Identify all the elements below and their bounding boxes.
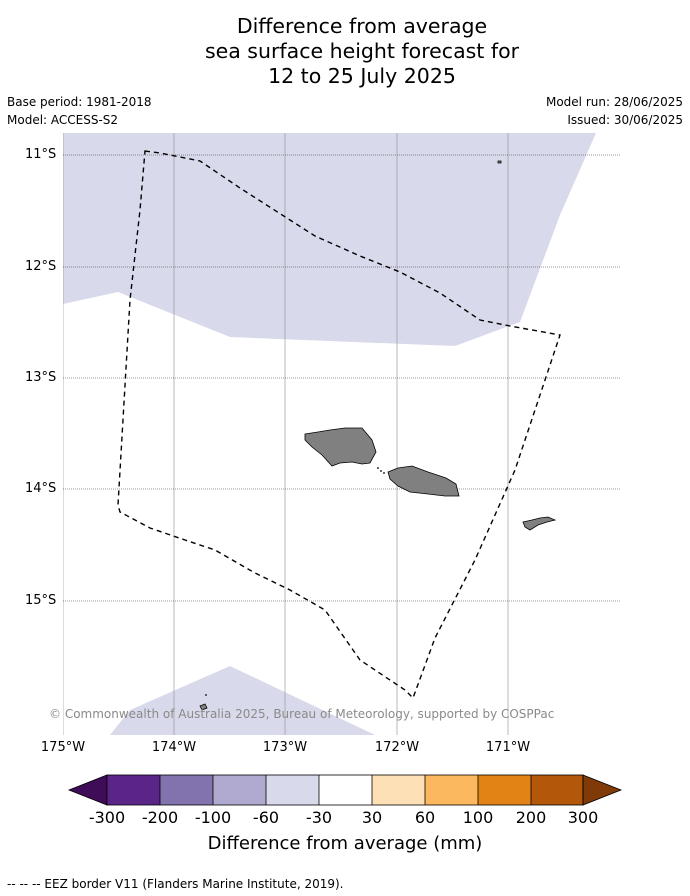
- issued-text: Issued: 30/06/2025: [567, 113, 683, 127]
- savaii-island: [304, 427, 377, 467]
- model-text: Model: ACCESS-S2: [7, 113, 119, 127]
- title-line-3: 12 to 25 July 2025: [268, 64, 456, 88]
- base-period-text: Base period: 1981-2018: [7, 95, 152, 109]
- colorbar-tick-1: -300: [88, 808, 126, 827]
- colorbar-tick-7: 60: [414, 808, 436, 827]
- lat-label-12s: 12°S: [25, 259, 57, 274]
- colorbar-swatch-3: [266, 775, 319, 805]
- colorbar-tick-5: -30: [305, 808, 333, 827]
- tutuila-island: [522, 516, 557, 531]
- colorbar-tick-2: -200: [141, 808, 179, 827]
- colorbar-tick-10: 300: [567, 808, 599, 827]
- colorbar-tick-6: 30: [361, 808, 383, 827]
- small-islet-south: [199, 703, 208, 711]
- lon-label-172w: 172°W: [374, 740, 420, 755]
- title-line-1: Difference from average: [236, 14, 488, 38]
- colorbar-swatch-4: [319, 775, 372, 805]
- colorbar-swatch-8: [531, 775, 583, 805]
- lon-label-171w: 171°W: [485, 740, 531, 755]
- sea-level-map: [63, 133, 620, 735]
- lat-label-15s: 15°S: [25, 593, 57, 608]
- lon-label-173w: 173°W: [262, 740, 308, 755]
- small-islands-dots: [205, 467, 385, 696]
- lat-label-13s: 13°S: [25, 370, 57, 385]
- colorbar-label: Difference from average (mm): [207, 833, 483, 854]
- colorbar: [67, 774, 623, 806]
- colorbar-swatch-1: [160, 775, 213, 805]
- title-line-2: sea surface height forecast for: [204, 39, 520, 63]
- lon-label-174w: 174°W: [151, 740, 197, 755]
- colorbar-tick-9: 200: [515, 808, 547, 827]
- lat-label-11s: 11°S: [25, 147, 57, 162]
- eez-legend-text: -- -- -- EEZ border V11 (Flanders Marine…: [7, 877, 344, 891]
- colorbar-tick-3: -100: [194, 808, 232, 827]
- colorbar-swatch-2: [213, 775, 266, 805]
- lon-label-175w: 175°W: [40, 740, 86, 755]
- north-anomaly-region: [63, 133, 596, 346]
- colorbar-swatch-6: [425, 775, 478, 805]
- colorbar-swatch-7: [478, 775, 531, 805]
- model-run-text: Model run: 28/06/2025: [545, 95, 683, 109]
- colorbar-swatch-0: [107, 775, 160, 805]
- chart-title: Difference from average sea surface heig…: [0, 14, 690, 89]
- copyright-text: © Commonwealth of Australia 2025, Bureau…: [49, 707, 555, 721]
- grid-lines: [63, 133, 509, 735]
- colorbar-tick-4: -60: [252, 808, 280, 827]
- colorbar-swatch-5: [372, 775, 425, 805]
- land-features: [199, 160, 557, 711]
- colorbar-max-extend: [582, 774, 623, 806]
- colorbar-tick-8: 100: [462, 808, 494, 827]
- small-islet-north: [497, 160, 502, 164]
- south-anomaly-region: [110, 666, 375, 735]
- colorbar-min-extend: [67, 774, 108, 806]
- eez-border: [117, 150, 561, 700]
- upolu-island: [387, 465, 460, 497]
- lat-grid-lines: [63, 154, 620, 602]
- lat-label-14s: 14°S: [25, 481, 57, 496]
